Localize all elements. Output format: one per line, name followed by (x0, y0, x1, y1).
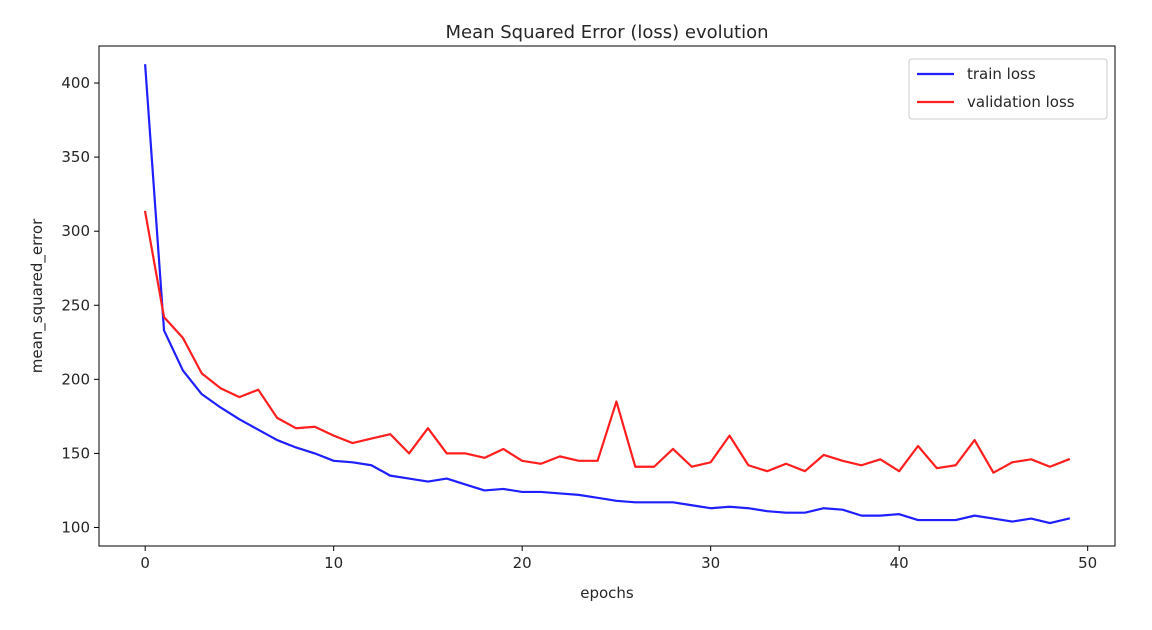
x-tick-label: 20 (513, 554, 532, 572)
x-tick-label: 30 (701, 554, 720, 572)
x-tick-label: 10 (324, 554, 343, 572)
x-axis-label: epochs (580, 584, 634, 602)
y-tick-label: 350 (61, 148, 90, 166)
y-tick-label: 300 (61, 222, 90, 240)
y-tick-label: 100 (61, 518, 90, 536)
legend-label-validation-loss: validation loss (967, 93, 1075, 111)
x-tick-label: 50 (1078, 554, 1097, 572)
y-axis-label: mean_squared_error (28, 218, 47, 373)
legend-label-train-loss: train loss (967, 65, 1036, 83)
plot-area: 0 10 20 30 40 50 100 150 200 250 300 350 400 (61, 45, 1116, 572)
chart-title: Mean Squared Error (loss) evolution (445, 22, 768, 43)
legend: train loss validation loss (908, 58, 1108, 120)
plot-frame (98, 45, 1116, 547)
y-tick-label: 250 (61, 296, 90, 314)
x-tick-label: 40 (890, 554, 909, 572)
legend-box (908, 58, 1108, 120)
series-line-validation-loss (143, 210, 1071, 474)
y-tick-label: 400 (61, 74, 90, 92)
series-line-train-loss (144, 64, 1071, 525)
y-tick-label: 200 (61, 370, 90, 388)
x-tick-label: 0 (140, 554, 150, 572)
y-tick-label: 150 (61, 444, 90, 462)
